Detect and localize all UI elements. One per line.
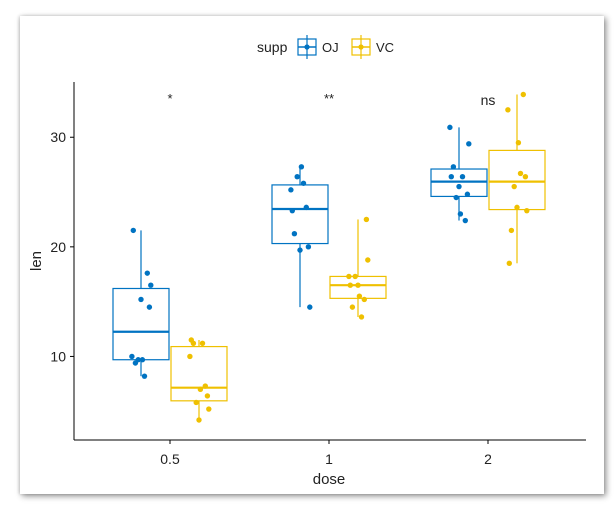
x-tick-1: 1 [325, 440, 333, 467]
point-vc-2 [511, 183, 517, 190]
point-vc-2 [524, 207, 530, 214]
point-vc-0.5 [190, 340, 197, 346]
x-tick-label-1: 1 [325, 451, 333, 467]
point-oj-0.5 [138, 296, 144, 303]
point-vc-2 [514, 204, 520, 211]
point-oj-0.5 [146, 304, 153, 310]
point-vc-1 [346, 273, 352, 280]
point-vc-2 [515, 140, 522, 146]
point-oj-0.5 [139, 357, 146, 363]
point-oj-1 [297, 247, 303, 253]
point-oj-1 [294, 173, 300, 180]
point-oj-2 [457, 211, 464, 217]
point-vc-1 [358, 314, 365, 320]
point-vc-1 [365, 257, 371, 263]
point-vc-0.5 [187, 353, 193, 360]
x-tick-label-2: 2 [484, 451, 492, 467]
x-tick-0.5: 0.5 [160, 440, 180, 467]
y-tick-10: 10 [50, 348, 74, 364]
point-oj-1 [303, 204, 309, 211]
boxplot-chart: supp OJ VC 10 20 [28, 35, 586, 488]
legend-label-oj: OJ [322, 40, 339, 55]
y-tick-20: 20 [50, 239, 74, 255]
point-vc-0.5 [204, 393, 211, 399]
point-vc-2 [520, 91, 526, 98]
annotation-dose-1: ** [324, 91, 334, 106]
x-tick-2: 2 [484, 440, 492, 467]
point-vc-2 [522, 173, 529, 180]
plot-marks [112, 91, 546, 423]
point-oj-0.5 [141, 373, 148, 379]
point-vc-0.5 [202, 383, 208, 389]
point-vc-0.5 [199, 340, 206, 346]
point-vc-2 [508, 227, 515, 234]
point-vc-0.5 [193, 399, 199, 406]
x-tick-label-0.5: 0.5 [160, 451, 180, 467]
point-vc-1 [363, 216, 370, 223]
annotation-dose-2: ns [481, 92, 496, 108]
legend-title: supp [257, 39, 288, 55]
box-oj-1 [271, 184, 329, 245]
point-oj-2 [459, 173, 466, 180]
annotation-dose-0.5: * [167, 91, 172, 106]
point-vc-0.5 [206, 406, 212, 412]
chart-frame: supp OJ VC 10 20 [20, 16, 604, 494]
point-oj-1 [307, 304, 313, 310]
point-oj-1 [288, 187, 294, 193]
point-oj-0.5 [144, 270, 150, 276]
legend-key-oj [297, 35, 317, 59]
box-vc-0.5 [170, 345, 228, 402]
point-oj-1 [289, 207, 295, 214]
x-axis-title: dose [313, 471, 346, 488]
point-oj-1 [298, 164, 305, 170]
y-tick-label-20: 20 [50, 239, 66, 255]
point-oj-1 [305, 244, 312, 250]
point-oj-0.5 [148, 282, 154, 288]
legend-key-vc [351, 35, 371, 59]
point-vc-1 [355, 282, 361, 288]
point-oj-2 [456, 183, 462, 190]
point-vc-0.5 [196, 417, 202, 423]
point-vc-1 [349, 304, 356, 310]
legend: supp OJ VC [257, 35, 394, 59]
point-vc-2 [505, 107, 511, 113]
point-oj-2 [464, 191, 471, 197]
point-oj-0.5 [129, 353, 135, 360]
point-oj-2 [450, 164, 457, 170]
point-vc-1 [347, 282, 353, 288]
point-oj-2 [466, 141, 472, 147]
legend-label-vc: VC [376, 40, 394, 55]
point-oj-2 [462, 217, 468, 224]
point-vc-0.5 [197, 386, 204, 393]
y-tick-label-10: 10 [50, 348, 66, 364]
point-vc-2 [506, 260, 512, 266]
point-oj-2 [447, 124, 453, 131]
point-oj-2 [453, 194, 459, 201]
box-vc-2 [488, 149, 546, 211]
point-oj-1 [300, 180, 307, 186]
y-axis-title: len [28, 251, 45, 271]
point-vc-2 [517, 170, 524, 177]
point-oj-1 [291, 230, 298, 237]
point-oj-0.5 [132, 360, 139, 366]
point-oj-0.5 [130, 227, 136, 234]
point-vc-1 [361, 296, 367, 303]
point-vc-1 [352, 273, 358, 280]
point-oj-2 [448, 173, 454, 180]
point-vc-1 [356, 293, 363, 299]
y-tick-label-30: 30 [50, 129, 66, 145]
y-tick-30: 30 [50, 129, 74, 145]
